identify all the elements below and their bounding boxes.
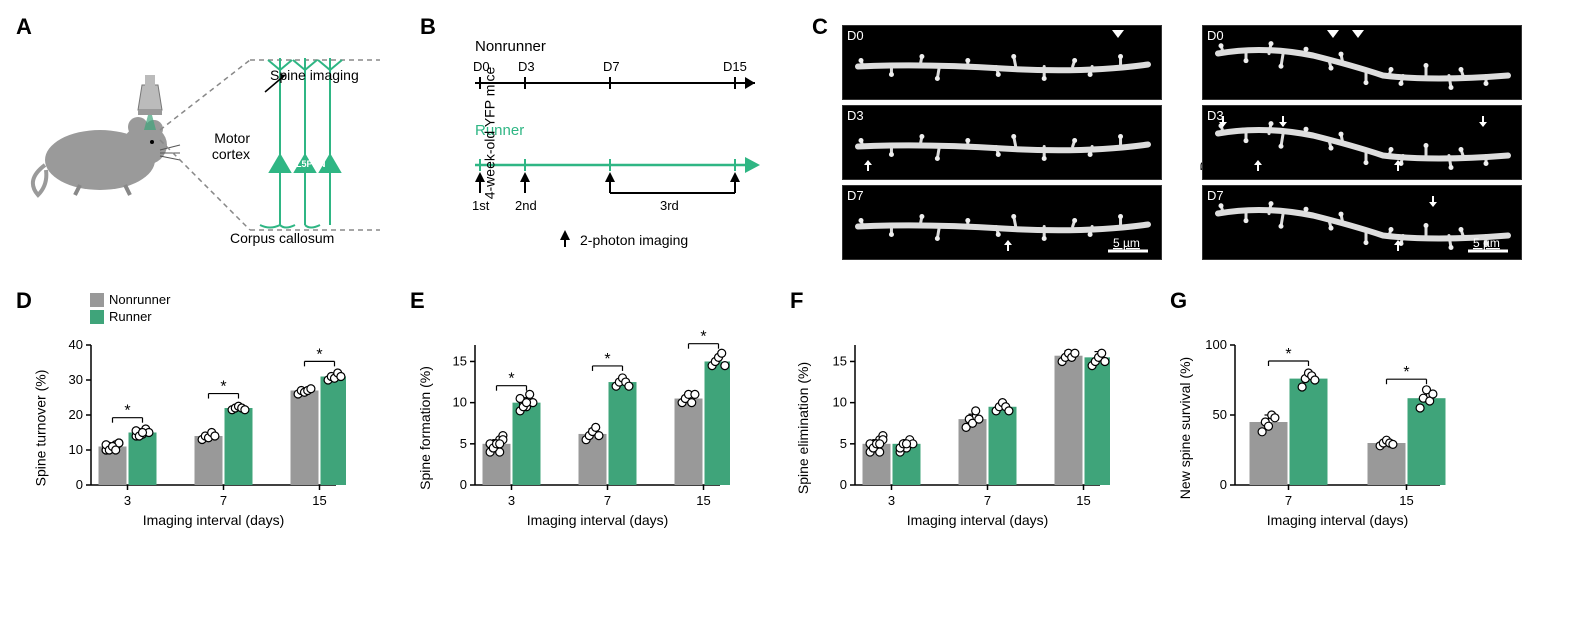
- svg-text:2nd: 2nd: [515, 198, 537, 213]
- svg-text:*: *: [124, 403, 130, 420]
- svg-text:7: 7: [984, 493, 991, 508]
- svg-text:40: 40: [69, 337, 83, 352]
- svg-text:20: 20: [69, 407, 83, 422]
- chart-e: 0 5 10 15 * 3 * 7 * 15 Imaging interval (days) Spin…: [420, 330, 730, 530]
- svg-text:15: 15: [312, 493, 326, 508]
- svg-text:*: *: [604, 351, 610, 368]
- svg-text:30: 30: [69, 372, 83, 387]
- svg-text:3: 3: [124, 493, 131, 508]
- motor-cortex-label: Motor cortex: [195, 130, 250, 162]
- svg-text:*: *: [700, 330, 706, 346]
- x-axis-label: Imaging interval (days): [91, 512, 336, 528]
- panel-a-schematic: L5PRN Spine imaging Motor cortex Corpus …: [30, 30, 400, 250]
- svg-text:15: 15: [1076, 493, 1090, 508]
- neurons: [260, 58, 342, 228]
- panel-label-c: C: [812, 14, 828, 40]
- svg-text:*: *: [1403, 364, 1409, 381]
- svg-text:5: 5: [460, 436, 467, 451]
- svg-text:5 µm: 5 µm: [1473, 236, 1500, 250]
- panel-c-micrographs: Nonrunner Runner D0D3D75 µmD0D3D75 µm: [842, 25, 1557, 270]
- svg-text:0: 0: [840, 477, 847, 492]
- chart-g: 0 50 100 * 7 * 15 Imaging interval (days) New sp…: [1180, 330, 1450, 530]
- svg-text:7: 7: [220, 493, 227, 508]
- panel-label-f: F: [790, 288, 803, 314]
- panel-label-e: E: [410, 288, 425, 314]
- svg-text:15: 15: [833, 353, 847, 368]
- x-axis-label: Imaging interval (days): [855, 512, 1100, 528]
- svg-text:0: 0: [460, 477, 467, 492]
- panel-label-b: B: [420, 14, 436, 40]
- panel-label-d: D: [16, 288, 32, 314]
- y-axis-label: Spine turnover (%): [32, 370, 48, 487]
- panel-b-timeline: 4-week-old YFP mice Nonrunner D0 D3 D7 D…: [445, 25, 795, 255]
- svg-text:7: 7: [1285, 493, 1292, 508]
- svg-text:15: 15: [1399, 493, 1413, 508]
- micrograph-runner-d0: D0: [1202, 25, 1522, 100]
- svg-text:L5PRN: L5PRN: [296, 159, 326, 169]
- svg-text:3: 3: [508, 493, 515, 508]
- legend-runner: Runner: [90, 309, 170, 324]
- micrograph-nonrunner-d3: D3: [842, 105, 1162, 180]
- svg-text:50: 50: [1213, 407, 1227, 422]
- svg-text:3: 3: [888, 493, 895, 508]
- chart-d: 010203040*3*7*15Imaging interval (days)S…: [36, 330, 346, 530]
- svg-text:*: *: [316, 346, 322, 363]
- svg-text:15: 15: [453, 353, 467, 368]
- corpus-callosum-label: Corpus callosum: [230, 230, 334, 246]
- svg-text:100: 100: [1205, 337, 1227, 352]
- y-axis-label: Spine formation (%): [417, 366, 433, 490]
- micrograph-nonrunner-d7: D75 µm: [842, 185, 1162, 260]
- spine-imaging-label: Spine imaging: [270, 67, 359, 83]
- panel-label-g: G: [1170, 288, 1187, 314]
- svg-text:10: 10: [69, 442, 83, 457]
- svg-text:0: 0: [76, 477, 83, 492]
- svg-text:3rd: 3rd: [660, 198, 679, 213]
- svg-text:D3: D3: [518, 59, 535, 74]
- micrograph-nonrunner-d0: D0: [842, 25, 1162, 100]
- svg-text:15: 15: [696, 493, 710, 508]
- yfp-mice-label: 4-week-old YFP mice: [481, 67, 497, 200]
- svg-text:D15: D15: [723, 59, 747, 74]
- svg-text:5 µm: 5 µm: [1113, 236, 1140, 250]
- legend-nonrunner: Nonrunner: [90, 292, 170, 307]
- chart-f: 0510153715Imaging interval (days)Spine e…: [800, 330, 1110, 530]
- y-axis-label: Spine elimination (%): [795, 362, 811, 494]
- micrograph-runner-d7: D75 µm: [1202, 185, 1522, 260]
- chart-legend: Nonrunner Runner: [90, 292, 170, 324]
- mouse-icon: [33, 117, 180, 195]
- svg-text:2-photon imaging: 2-photon imaging: [580, 232, 688, 248]
- svg-text:*: *: [1285, 346, 1291, 363]
- svg-text:5: 5: [840, 436, 847, 451]
- svg-text:10: 10: [453, 395, 467, 410]
- svg-text:0: 0: [1220, 477, 1227, 492]
- svg-text:D7: D7: [603, 59, 620, 74]
- svg-text:Nonrunner: Nonrunner: [475, 38, 546, 55]
- y-axis-label: New spine survival (%): [1177, 357, 1193, 499]
- objective-icon: [138, 75, 162, 115]
- micrograph-runner-d3: D3: [1202, 105, 1522, 180]
- svg-text:*: *: [508, 371, 514, 388]
- x-axis-label: Imaging interval (days): [1235, 512, 1440, 528]
- svg-text:*: *: [220, 379, 226, 396]
- x-axis-label: Imaging interval (days): [475, 512, 720, 528]
- svg-text:10: 10: [833, 395, 847, 410]
- svg-text:7: 7: [604, 493, 611, 508]
- svg-text:1st: 1st: [472, 198, 490, 213]
